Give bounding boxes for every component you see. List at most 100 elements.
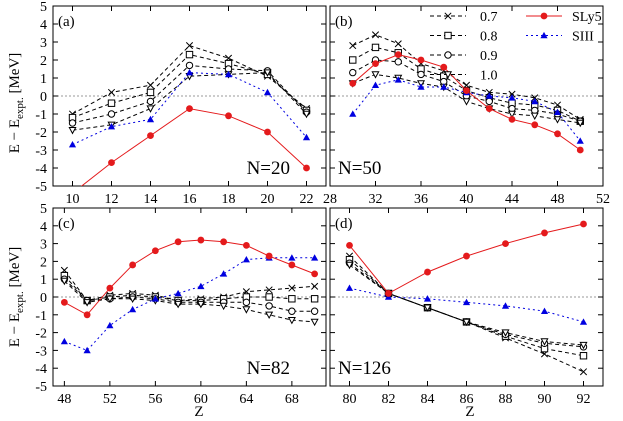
series-line-0.8 bbox=[64, 275, 315, 302]
y-tick-label: 3 bbox=[40, 238, 47, 253]
y-tick-label: 2 bbox=[40, 255, 47, 270]
data-point-0.8 bbox=[288, 295, 296, 303]
data-point-SLy5 bbox=[372, 60, 379, 67]
data-point-1.0 bbox=[507, 110, 517, 119]
data-point-0.9 bbox=[265, 302, 273, 310]
series-line-SLy5 bbox=[80, 108, 307, 186]
data-point-SLy5 bbox=[83, 311, 91, 319]
x-tick-label: 82 bbox=[382, 392, 396, 407]
data-point-1.0 bbox=[423, 304, 432, 312]
data-point-0.8 bbox=[265, 293, 273, 301]
legend-label-SIII: SIII bbox=[572, 30, 594, 45]
x-tick-label: 48 bbox=[57, 392, 71, 407]
data-point-SIII bbox=[174, 289, 182, 297]
series-line-1.0 bbox=[72, 72, 307, 131]
panel-letter: (c) bbox=[58, 216, 75, 232]
neutron-number-label: N=20 bbox=[247, 158, 290, 179]
data-point-1.0 bbox=[576, 119, 585, 128]
data-point-0.9 bbox=[288, 307, 296, 315]
legend-marker-SLy5 bbox=[540, 12, 548, 20]
data-point-SLy5 bbox=[186, 105, 193, 112]
data-point-SIII bbox=[185, 69, 194, 76]
x-tick-label: 16 bbox=[183, 192, 197, 207]
data-point-SLy5 bbox=[174, 238, 182, 246]
data-point-1.0 bbox=[462, 318, 471, 327]
series-line-0.7 bbox=[63, 270, 315, 302]
y-tick-label: 5 bbox=[40, 0, 47, 15]
data-point-SLy5 bbox=[502, 240, 509, 248]
legend-label-0.8: 0.8 bbox=[480, 30, 498, 45]
series-line-0.9 bbox=[64, 278, 315, 312]
x-tick-label: 44 bbox=[505, 192, 519, 207]
data-point-0.9 bbox=[185, 61, 194, 70]
y-tick-label: 5 bbox=[40, 202, 47, 217]
data-point-0.9 bbox=[68, 119, 77, 127]
data-point-1.0 bbox=[263, 69, 272, 77]
x-tick-label: 18 bbox=[222, 192, 236, 207]
y-tick-label: -4 bbox=[35, 162, 47, 177]
data-point-0.9 bbox=[417, 70, 425, 79]
data-point-SIII bbox=[462, 298, 471, 306]
x-tick-label: 60 bbox=[194, 392, 208, 407]
data-point-SIII bbox=[311, 254, 319, 261]
data-point-0.7 bbox=[311, 282, 319, 290]
data-point-SIII bbox=[302, 133, 311, 141]
panel-letter: (a) bbox=[58, 14, 75, 30]
data-point-SLy5 bbox=[225, 112, 232, 120]
data-point-SLy5 bbox=[265, 252, 273, 260]
data-point-SLy5 bbox=[288, 261, 296, 269]
data-point-0.8 bbox=[185, 50, 194, 59]
panel-d: 80 82 84 86 88 90 92 (d) N=126 bbox=[329, 207, 604, 407]
x-axis-title-left: Z bbox=[194, 404, 203, 420]
x-tick-label: 32 bbox=[369, 192, 383, 207]
series-line-0.8 bbox=[349, 259, 584, 357]
data-point-SLy5 bbox=[541, 229, 548, 237]
data-point-SIII bbox=[501, 302, 510, 309]
data-point-SIII bbox=[485, 92, 493, 99]
neutron-number-label: N=126 bbox=[338, 358, 391, 379]
series-line-SIII bbox=[64, 257, 315, 351]
panel-letter: (b) bbox=[335, 14, 353, 30]
data-point-SLy5 bbox=[197, 236, 205, 244]
legend-label-0.7: 0.7 bbox=[480, 10, 498, 25]
legend-marker-0.8 bbox=[444, 31, 452, 40]
data-point-SIII bbox=[68, 141, 77, 148]
series-line-0.9 bbox=[352, 59, 581, 122]
data-point-SIII bbox=[220, 270, 228, 277]
data-point-SIII bbox=[263, 88, 272, 96]
data-point-1.0 bbox=[219, 302, 228, 311]
data-point-SIII bbox=[60, 337, 68, 345]
legend-marker-0.7 bbox=[444, 12, 452, 20]
data-point-0.8 bbox=[310, 295, 319, 303]
x-axis-title-right: Z bbox=[465, 404, 474, 420]
data-point-0.7 bbox=[394, 40, 402, 48]
data-point-SIII bbox=[106, 321, 114, 329]
data-point-SLy5 bbox=[440, 63, 448, 71]
data-point-SIII bbox=[371, 81, 380, 88]
data-point-1.0 bbox=[501, 329, 510, 337]
data-point-1.0 bbox=[68, 127, 77, 135]
data-point-SLy5 bbox=[151, 247, 159, 255]
series-line-0.8 bbox=[352, 46, 581, 122]
data-point-0.8 bbox=[579, 352, 588, 360]
data-point-SLy5 bbox=[264, 128, 271, 136]
data-point-0.9 bbox=[485, 97, 493, 106]
y-tick-label: -3 bbox=[35, 344, 47, 359]
data-point-0.9 bbox=[349, 68, 357, 77]
data-point-SIII bbox=[107, 123, 116, 130]
data-point-SLy5 bbox=[242, 241, 250, 249]
data-point-1.0 bbox=[196, 300, 205, 309]
data-point-SIII bbox=[151, 295, 159, 302]
data-point-0.7 bbox=[579, 368, 588, 376]
data-point-SLy5 bbox=[424, 268, 431, 276]
data-point-SLy5 bbox=[106, 284, 114, 292]
data-point-SLy5 bbox=[485, 105, 493, 112]
series-group bbox=[345, 220, 588, 376]
y-tick-label: 2 bbox=[40, 54, 47, 69]
data-point-0.8 bbox=[107, 99, 116, 107]
x-tick-label: 36 bbox=[414, 192, 428, 207]
data-point-0.8 bbox=[146, 88, 155, 97]
x-tick-label: 22 bbox=[300, 192, 314, 207]
